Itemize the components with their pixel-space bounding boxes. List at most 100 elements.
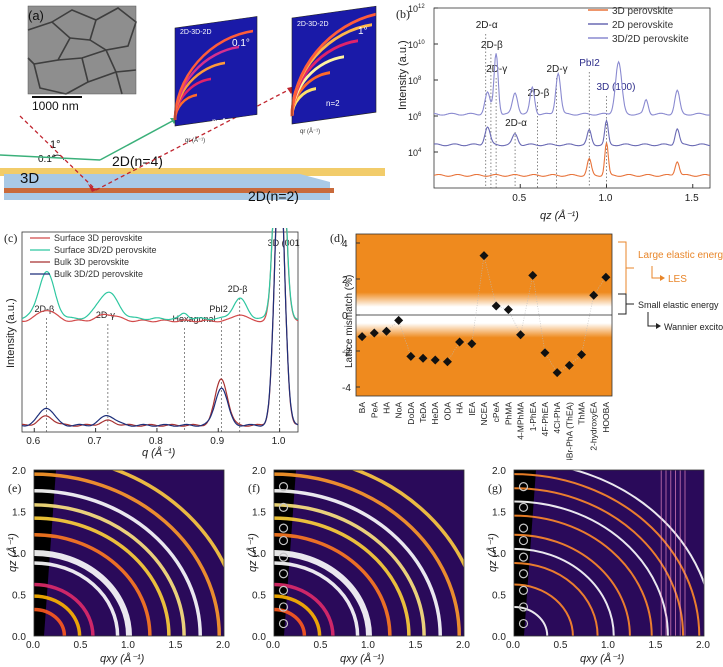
c-series-line — [21, 228, 299, 427]
map-ytick-label: 1.5 — [12, 508, 26, 519]
d-point — [601, 272, 611, 282]
map-xtick-label: 2.0 — [456, 640, 470, 651]
large-elastic-label: Large elastic energy — [638, 250, 723, 261]
map-peak-marker — [278, 535, 289, 546]
map-frame — [33, 469, 225, 637]
d-category-label: NoA — [394, 402, 404, 419]
panel-b-label: (b) — [396, 7, 410, 21]
map-peak-marker — [518, 602, 529, 612]
c-annotation: 2D-β — [228, 284, 248, 294]
d-category-label: 4-MPhMA — [516, 402, 526, 440]
map2-title: 2D-3D-2D — [297, 21, 329, 28]
d-point — [467, 339, 477, 349]
map-peak-marker — [278, 618, 289, 629]
map1-title: 2D-3D-2D — [180, 29, 212, 36]
d-category-label: cPeA — [491, 402, 501, 423]
map-xtick-label: 0.5 — [554, 640, 568, 651]
small-elastic-label: Small elastic energy — [638, 300, 719, 310]
les-label: LES — [668, 274, 687, 285]
panel-c-label: (c) — [4, 231, 17, 245]
d-point — [357, 332, 367, 342]
map-ring — [514, 547, 615, 636]
c-annotation: 2D-β — [35, 304, 55, 314]
map-ytick-label: 1.5 — [492, 508, 506, 519]
panel-d-annotations: Large elastic energy LES Small elastic e… — [618, 241, 723, 332]
b-xtick-label: 1.0 — [599, 193, 613, 204]
d-point — [564, 360, 574, 370]
map-xtick-label: 1.0 — [601, 640, 615, 651]
map-ring — [34, 561, 120, 636]
panel-b-xlabel: qz (Å⁻¹) — [540, 209, 579, 222]
panel-b-legend: 3D perovskite 2D perovskite 3D/2D perovs… — [588, 6, 689, 45]
d-ytick-label: 4 — [342, 239, 348, 250]
b-annotation: 2D-γ — [546, 64, 567, 75]
d-point — [430, 355, 440, 365]
map-ytick-label: 1.0 — [12, 549, 26, 560]
b-annotation: 2D-β — [481, 40, 503, 51]
d-category-label: TeDA — [418, 402, 428, 423]
b-xtick-label: 0.5 — [512, 193, 526, 204]
d-category-label: ThMA — [577, 402, 587, 425]
map-peak-marker — [518, 482, 529, 492]
map-ytick-label: 1.0 — [252, 549, 266, 560]
d-point — [455, 337, 465, 347]
map-xtick-label: 1.0 — [361, 640, 375, 651]
map-ring — [34, 472, 221, 636]
map-peak-marker — [278, 482, 289, 492]
map-peak-marker — [278, 523, 289, 533]
d-ytick-label: -4 — [342, 383, 351, 394]
map2-xlabel: qr (Å⁻¹) — [300, 128, 320, 135]
panel-b-ylabel: Intensity (a.u.) — [397, 40, 409, 110]
d-category-label: 4F-PhEA — [540, 402, 550, 437]
c-series-line — [21, 228, 299, 321]
c-series-line — [22, 228, 299, 427]
map-ring — [34, 489, 202, 636]
c-xtick-label: 0.7 — [88, 436, 102, 447]
wannier-label: Wannier exciton — [664, 322, 723, 332]
map2-arrow-label: n=2 — [326, 99, 340, 108]
d-category-label: DoDA — [406, 402, 416, 425]
b-annotation: 2D-β — [528, 88, 550, 99]
map-ring — [514, 561, 599, 636]
map-ytick-label: 0.5 — [492, 591, 506, 602]
map-peak-marker — [518, 535, 529, 546]
angle-01-label: 0.1° — [38, 154, 56, 165]
d-ytick-label: 0 — [342, 311, 348, 322]
legend-bulk-3d: Bulk 3D perovskite — [54, 257, 129, 267]
legend-surface-3d2d: Surface 3D/2D perovskite — [54, 245, 157, 255]
map-ring — [274, 561, 360, 636]
d-point — [418, 353, 428, 363]
d-category-label: HeDA — [430, 402, 440, 425]
panel-c-plot: 0.6 0.7 0.8 0.9 1.02D-β2D-γ HexagonalPbI22D-β… — [21, 228, 300, 447]
map-ring — [514, 514, 653, 636]
d-category-label: 2-hydroxyEA — [589, 402, 599, 451]
b-ytick-label: 104 — [408, 148, 422, 158]
c-xtick-label: 1.0 — [272, 436, 286, 447]
panel-e-ylabel: qz (Å⁻¹) — [6, 533, 19, 572]
b-series-line — [433, 118, 711, 147]
d-category-label: BA — [357, 402, 367, 414]
panel-f: (f) 0.00.0 0.5 0.5 1.0 1.0 1.5 1.5 2.0 2.0 qz (Å… — [246, 466, 470, 665]
map-xtick-label: 2.0 — [216, 640, 230, 651]
d-point — [540, 348, 550, 358]
map-ring — [274, 607, 307, 636]
map-ring — [570, 470, 704, 586]
d-point — [406, 351, 416, 361]
b-annotation: 2D-α — [476, 20, 498, 31]
map-peak-marker — [518, 502, 529, 512]
map-ring — [34, 532, 152, 636]
map-ring — [274, 582, 335, 636]
map-ring — [274, 532, 392, 636]
panel-c: (c) Intensity (a.u.) q (Å⁻¹) 0.6 0.7 0.8 0.… — [4, 228, 300, 459]
d-point — [479, 251, 489, 261]
panel-f-label: (f) — [248, 481, 260, 495]
legend-surface-3d: Surface 3D perovskite — [54, 233, 143, 243]
d-point — [394, 315, 404, 325]
panel-c-ylabel: Intensity (a.u.) — [5, 298, 17, 368]
map-frame — [513, 469, 705, 637]
d-category-label: IEA — [467, 402, 477, 416]
d-point — [528, 270, 538, 280]
c-xtick-label: 0.9 — [210, 436, 224, 447]
b-ytick-label: 1012 — [408, 4, 425, 14]
